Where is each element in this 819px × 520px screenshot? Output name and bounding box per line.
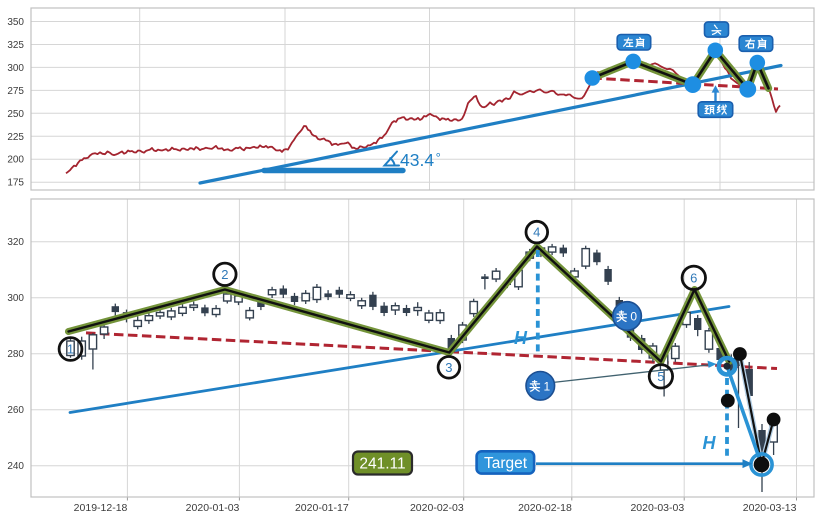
svg-text:250: 250	[7, 109, 24, 120]
svg-text:2: 2	[221, 267, 228, 282]
svg-text:H: H	[703, 433, 717, 453]
svg-text:350: 350	[7, 17, 24, 28]
svg-text:6: 6	[690, 270, 697, 285]
svg-text:Target: Target	[484, 455, 528, 472]
svg-text:2019-12-18: 2019-12-18	[74, 502, 128, 514]
svg-text:200: 200	[7, 155, 24, 166]
svg-text:43.4°: 43.4 °	[400, 150, 441, 170]
svg-text:240: 240	[7, 461, 24, 472]
svg-text:225: 225	[7, 132, 24, 143]
svg-text:1: 1	[544, 379, 551, 393]
svg-text:300: 300	[7, 293, 24, 304]
svg-text:2020-02-03: 2020-02-03	[410, 502, 464, 514]
svg-text:241.11: 241.11	[359, 456, 405, 473]
svg-text:175: 175	[7, 178, 24, 189]
svg-text:H: H	[514, 328, 528, 348]
svg-text:280: 280	[7, 349, 24, 360]
svg-text:5: 5	[657, 369, 664, 384]
svg-text:3: 3	[445, 360, 452, 375]
svg-text:2020-01-17: 2020-01-17	[295, 502, 349, 514]
svg-text:260: 260	[7, 405, 24, 416]
svg-text:275: 275	[7, 86, 24, 97]
svg-text:2020-01-03: 2020-01-03	[186, 502, 240, 514]
svg-text:320: 320	[7, 237, 24, 248]
svg-text:2020-03-13: 2020-03-13	[743, 502, 797, 514]
svg-text:300: 300	[7, 63, 24, 74]
svg-text:4: 4	[533, 225, 540, 240]
svg-text:2020-03-03: 2020-03-03	[630, 502, 684, 514]
svg-text:325: 325	[7, 40, 24, 51]
svg-text:1: 1	[67, 342, 74, 357]
svg-text:2020-02-18: 2020-02-18	[518, 502, 572, 514]
svg-text:0: 0	[630, 310, 637, 324]
